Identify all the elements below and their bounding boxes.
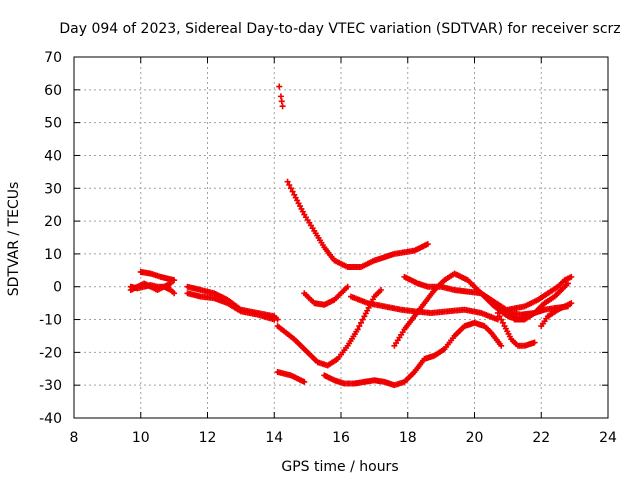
data-point bbox=[287, 185, 294, 192]
x-tick-label: 16 bbox=[332, 430, 350, 446]
data-point bbox=[284, 178, 291, 185]
y-tick-label: 0 bbox=[53, 280, 62, 296]
data-point bbox=[271, 316, 278, 323]
data-point bbox=[496, 313, 503, 320]
series-arc-3 bbox=[137, 268, 178, 284]
data-point bbox=[498, 342, 505, 349]
data-point bbox=[301, 378, 308, 385]
series-arc-17 bbox=[504, 273, 575, 313]
series-arc-7 bbox=[274, 287, 385, 369]
data-point bbox=[289, 188, 296, 195]
series-arc-8 bbox=[274, 369, 308, 385]
data-point bbox=[499, 319, 506, 326]
y-tick-label: 50 bbox=[44, 116, 62, 132]
data-point bbox=[531, 339, 538, 346]
data-point bbox=[286, 181, 293, 188]
data-point bbox=[171, 290, 178, 297]
data-point bbox=[277, 93, 284, 100]
x-axis-label: GPS time / hours bbox=[281, 459, 398, 475]
data-point bbox=[424, 241, 431, 248]
series-arc-2 bbox=[127, 280, 174, 294]
series-arc-10 bbox=[301, 283, 351, 308]
series-arc-16 bbox=[511, 280, 571, 323]
y-tick-label: 10 bbox=[44, 247, 62, 263]
x-tick-label: 24 bbox=[599, 430, 617, 446]
x-tick-label: 8 bbox=[70, 430, 79, 446]
x-tick-label: 22 bbox=[532, 430, 550, 446]
chart-title: Day 094 of 2023, Sidereal Day-to-day VTE… bbox=[59, 21, 620, 37]
data-point bbox=[568, 300, 575, 307]
data-point bbox=[344, 283, 351, 290]
data-point bbox=[568, 273, 575, 280]
data-point bbox=[378, 287, 385, 294]
y-tick-label: -20 bbox=[39, 345, 62, 361]
series-arc-14 bbox=[401, 273, 571, 318]
y-tick-label: -10 bbox=[39, 313, 62, 329]
y-tick-label: 60 bbox=[44, 83, 62, 99]
y-tick-label: 20 bbox=[44, 214, 62, 230]
y-tick-label: -30 bbox=[39, 378, 62, 394]
data-point bbox=[276, 83, 283, 90]
y-tick-label: 70 bbox=[44, 50, 62, 66]
series-arc-12 bbox=[348, 293, 501, 323]
series-arc-18 bbox=[538, 300, 575, 330]
data-point bbox=[358, 319, 365, 326]
data-point bbox=[494, 309, 501, 316]
x-tick-label: 14 bbox=[265, 430, 283, 446]
x-tick-label: 18 bbox=[399, 430, 417, 446]
series-arc-11 bbox=[321, 319, 505, 389]
series-arc-15 bbox=[494, 309, 538, 349]
x-tick-label: 10 bbox=[132, 430, 150, 446]
data-point bbox=[171, 277, 178, 284]
y-tick-label: 40 bbox=[44, 148, 62, 164]
data-point bbox=[354, 326, 361, 333]
plot-frame bbox=[73, 56, 609, 419]
data-point bbox=[356, 323, 363, 330]
series-arc-5 bbox=[184, 290, 278, 323]
data-point bbox=[359, 316, 366, 323]
series-arc-6 bbox=[276, 83, 286, 110]
y-tick-label: -40 bbox=[39, 411, 62, 427]
series-arc-9 bbox=[284, 178, 431, 271]
y-axis-label: SDTVAR / TECUs bbox=[6, 182, 22, 297]
y-tick-label: 30 bbox=[44, 181, 62, 197]
tick-labels: 8 10 12 14 16 18 20 22 24 -40 -30 -20 -10 0 10 20 30 40 50… bbox=[39, 50, 617, 446]
data-point bbox=[278, 98, 285, 105]
x-tick-label: 12 bbox=[199, 430, 217, 446]
x-tick-label: 20 bbox=[466, 430, 484, 446]
data-point bbox=[498, 316, 505, 323]
data-point bbox=[279, 103, 286, 110]
data-series bbox=[127, 83, 575, 389]
